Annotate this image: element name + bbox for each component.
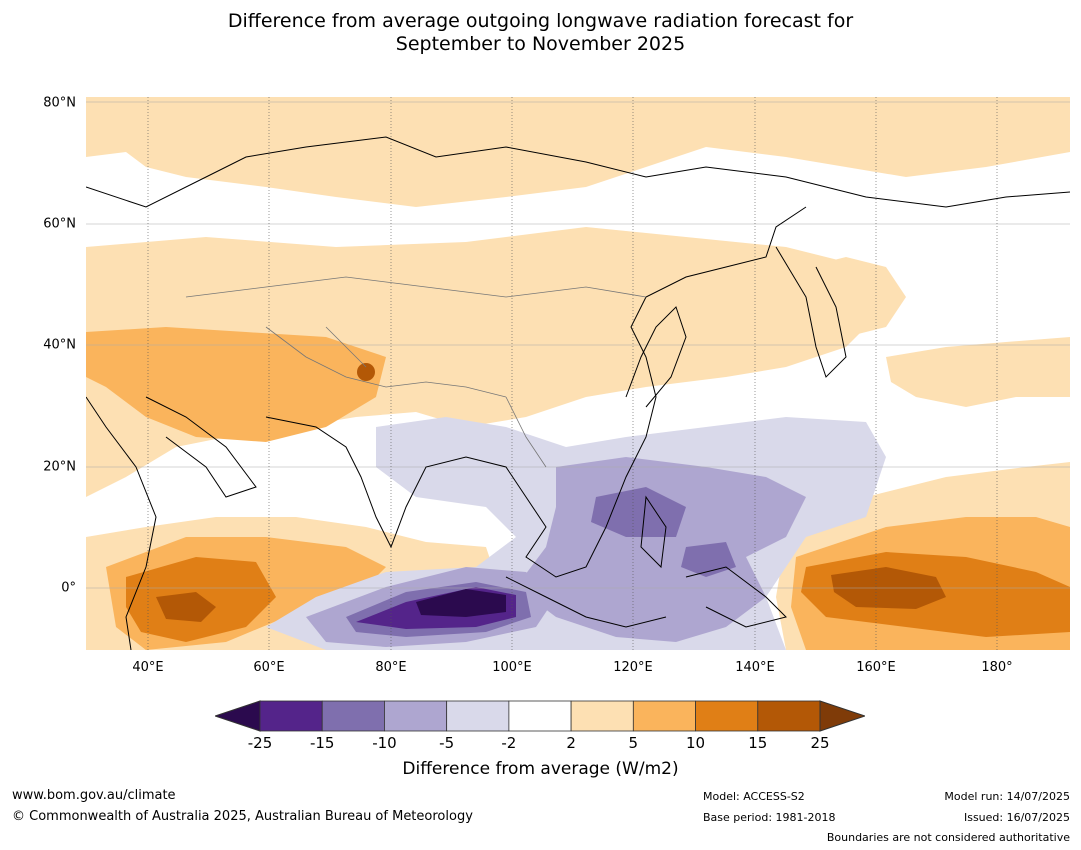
copyright-text: © Commonwealth of Australia 2025, Austra…	[12, 809, 473, 824]
base-period-text: Base period: 1981-2018	[703, 811, 836, 824]
lat-label-20n: 20°N	[43, 459, 76, 475]
lon-label-80e: 80°E	[375, 660, 407, 675]
lon-label-160e: 160°E	[856, 660, 896, 675]
colorbar-tick-label: -25	[247, 734, 273, 752]
colorbar-bin	[321, 700, 385, 732]
colorbar-tick-label: 15	[748, 734, 768, 752]
model-text: Model: ACCESS-S2	[703, 790, 805, 803]
lon-label-120e: 120°E	[613, 660, 653, 675]
disclaimer-text: Boundaries are not considered authoritat…	[826, 831, 1070, 844]
colorbar-bin	[384, 700, 448, 732]
map-title-line1: Difference from average outgoing longwav…	[227, 10, 854, 32]
colorbar-title: Difference from average (W/m2)	[402, 759, 679, 779]
lon-label-40e: 40°E	[132, 660, 164, 675]
graticule	[86, 97, 1070, 650]
colorbar-tick-label: 25	[810, 734, 830, 752]
positive-anomaly-regions	[86, 97, 1070, 650]
map-canvas	[86, 97, 1070, 650]
colorbar-bin	[757, 700, 821, 732]
colorbar-bin	[446, 700, 510, 732]
colorbar-bin	[508, 700, 572, 732]
colorbar-tick-label: -5	[439, 734, 455, 752]
colorbar-extend-high	[819, 700, 865, 732]
lat-label-80n: 80°N	[43, 95, 76, 111]
lat-label-60n: 60°N	[43, 216, 76, 232]
coastlines	[86, 136, 1070, 650]
website-link[interactable]: www.bom.gov.au/climate	[12, 788, 176, 803]
olr-anomaly-map	[86, 97, 1070, 650]
lon-label-60e: 60°E	[253, 660, 285, 675]
lon-label-140e: 140°E	[735, 660, 775, 675]
country-borders	[185, 276, 647, 468]
colorbar-tick-label: 10	[686, 734, 706, 752]
colorbar-tick-label: -2	[501, 734, 517, 752]
colorbar	[215, 700, 865, 732]
colorbar-bin	[632, 700, 696, 732]
colorbar-tick-label: -15	[309, 734, 335, 752]
map-title-line2: September to November 2025	[395, 33, 686, 55]
colorbar-bin	[570, 700, 634, 732]
model-run-text: Model run: 14/07/2025	[944, 790, 1070, 803]
colorbar-tick-label: 2	[566, 734, 576, 752]
issued-text: Issued: 16/07/2025	[963, 811, 1070, 824]
negative-anomaly-regions	[266, 417, 886, 650]
colorbar-tick-label: 5	[628, 734, 639, 752]
colorbar-bin	[695, 700, 759, 732]
colorbar-tick-label: -10	[372, 734, 397, 752]
lon-label-100e: 100°E	[492, 660, 532, 675]
lat-label-0: 0°	[61, 580, 76, 596]
lat-label-40n: 40°N	[43, 337, 76, 353]
lon-label-180: 180°	[981, 660, 1013, 675]
colorbar-extend-low	[215, 700, 261, 732]
colorbar-bin	[259, 700, 323, 732]
